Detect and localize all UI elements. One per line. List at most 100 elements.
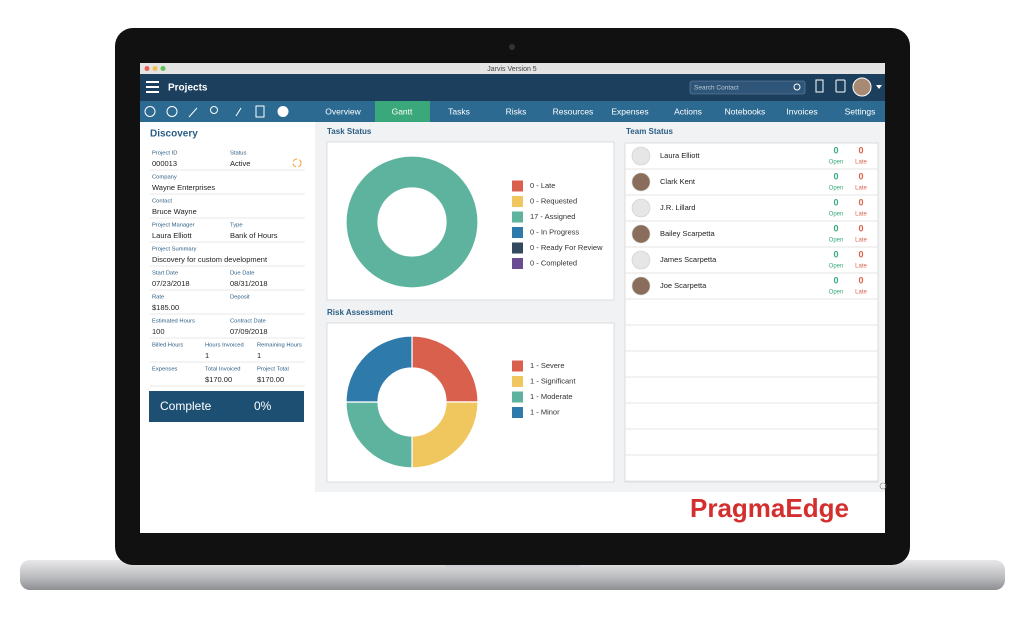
legend-swatch — [512, 407, 523, 418]
back-icon[interactable] — [144, 106, 156, 117]
member-avatar — [631, 146, 651, 166]
field-label: Estimated Hours — [152, 319, 195, 325]
legend-swatch — [512, 376, 523, 387]
brand-logo: PragmaEdge — [690, 493, 849, 523]
open-count: 0 — [833, 249, 838, 259]
legend-swatch — [512, 180, 523, 192]
legend-swatch — [512, 211, 523, 223]
field-value: 100 — [152, 327, 165, 336]
field-value: 08/31/2018 — [230, 279, 268, 288]
bookmark-icon[interactable] — [815, 79, 824, 93]
nav-tab[interactable]: Invoices — [786, 106, 817, 116]
legend-label: 0 - Requested — [530, 196, 577, 205]
field-label: Company — [152, 175, 177, 181]
page-title: Projects — [168, 83, 208, 94]
field-label: Remaining Hours — [257, 343, 302, 349]
legend-label: 1 - Minor — [530, 407, 560, 416]
field-value: Laura Elliott — [152, 231, 193, 240]
field-label: Rate — [152, 295, 164, 301]
field-value: $185.00 — [152, 303, 179, 312]
field-value: 1 — [205, 351, 209, 360]
donut-segment — [345, 401, 413, 469]
legend-label: 0 - Late — [530, 181, 555, 190]
nav-tab[interactable]: Resources — [553, 106, 594, 116]
task-status-title: Task Status — [327, 127, 372, 136]
nav-tab[interactable]: Notebooks — [725, 106, 766, 116]
menu-button[interactable] — [146, 81, 159, 93]
search-icon[interactable] — [793, 83, 801, 91]
window-title: Jarvis Version 5 — [487, 66, 537, 73]
field-label: Due Date — [230, 271, 255, 277]
field-value: 000013 — [152, 159, 177, 168]
open-label: Open — [829, 212, 844, 218]
legend-swatch — [512, 258, 523, 269]
complete-value: 0% — [254, 399, 272, 413]
open-label: Open — [829, 238, 844, 244]
clipboard-icon[interactable] — [835, 79, 846, 93]
member-name: J.R. Lillard — [660, 203, 695, 212]
member-avatar — [631, 224, 651, 244]
late-count: 0 — [858, 197, 863, 207]
open-label: Open — [829, 160, 844, 166]
active-tab-bg — [375, 101, 430, 122]
late-count: 0 — [858, 145, 863, 155]
field-label: Deposit — [230, 295, 250, 301]
info-icon[interactable] — [879, 482, 887, 490]
legend-label: 17 - Assigned — [530, 212, 575, 221]
open-count: 0 — [833, 223, 838, 233]
field-value: 1 — [257, 351, 261, 360]
field-value: 07/09/2018 — [230, 327, 268, 336]
late-count: 0 — [858, 275, 863, 285]
team-title: Team Status — [626, 127, 674, 136]
user-avatar[interactable] — [852, 77, 872, 97]
late-label: Late — [855, 264, 867, 270]
open-count: 0 — [833, 275, 838, 285]
member-name: Bailey Scarpetta — [660, 229, 715, 238]
member-avatar — [631, 276, 651, 296]
nav-tab[interactable]: Actions — [674, 106, 702, 116]
nav-tab[interactable]: Tasks — [448, 106, 470, 116]
title-bar — [140, 63, 885, 74]
legend-label: 0 - In Progress — [530, 227, 579, 236]
late-count: 0 — [858, 171, 863, 181]
close-button[interactable] — [144, 66, 150, 71]
legend-swatch — [512, 242, 523, 254]
member-name: Clark Kent — [660, 177, 696, 186]
field-label: Contact — [152, 199, 172, 205]
field-label: Contract Date — [230, 319, 266, 325]
nav-tab[interactable]: Gantt — [392, 106, 413, 116]
member-name: James Scarpetta — [660, 255, 717, 264]
camera — [509, 44, 515, 50]
late-label: Late — [855, 186, 867, 192]
nav-tab[interactable]: Risks — [506, 106, 527, 116]
search-nav-icon[interactable] — [210, 106, 218, 114]
nav-tab[interactable]: Expenses — [611, 106, 648, 116]
document-icon[interactable] — [255, 105, 265, 118]
late-count: 0 — [858, 249, 863, 259]
field-value: 07/23/2018 — [152, 279, 190, 288]
search-placeholder: Search Contact — [694, 85, 739, 92]
attach-icon[interactable] — [235, 107, 242, 117]
refresh-icon[interactable] — [292, 158, 302, 168]
risk-title: Risk Assessment — [327, 308, 393, 317]
minimize-button[interactable] — [152, 66, 158, 71]
edit-icon[interactable] — [188, 107, 198, 118]
search-box[interactable] — [689, 80, 806, 95]
field-value: Active — [230, 159, 250, 168]
nav-tab[interactable]: Overview — [325, 106, 361, 116]
legend-swatch — [512, 360, 523, 372]
user-menu-arrow[interactable] — [876, 85, 882, 89]
open-label: Open — [829, 264, 844, 270]
late-label: Late — [855, 290, 867, 296]
add-icon[interactable] — [166, 106, 178, 117]
legend-label: 1 - Severe — [530, 361, 565, 370]
globe-icon[interactable] — [277, 106, 289, 117]
nav-bar — [140, 101, 885, 122]
legend-label: 1 - Significant — [530, 376, 576, 385]
late-label: Late — [855, 212, 867, 218]
nav-tab[interactable]: Settings — [845, 106, 876, 116]
field-value: Discovery for custom development — [152, 255, 268, 264]
zoom-button[interactable] — [160, 66, 166, 71]
late-label: Late — [855, 238, 867, 244]
